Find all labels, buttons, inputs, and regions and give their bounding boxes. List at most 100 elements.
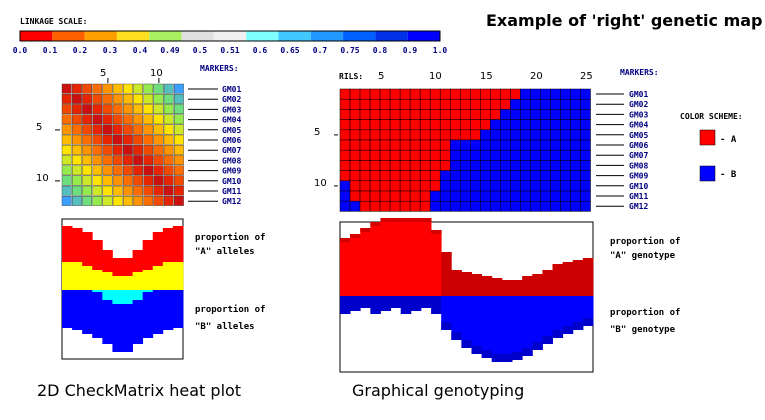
heat-cell-1-5 — [112, 93, 123, 104]
right-b-bar-5 — [390, 296, 402, 308]
ril-tick-15: 15 — [480, 71, 493, 82]
geno-cell-0-6 — [399, 88, 411, 100]
left-yellow-bar-6 — [122, 276, 133, 290]
geno-cell-3-7 — [409, 119, 421, 131]
geno-cell-6-2 — [359, 149, 371, 161]
geno-cell-11-4 — [379, 200, 391, 212]
right-b-edge-24 — [582, 318, 594, 326]
heat-cell-3-9 — [153, 114, 164, 125]
scale-swatch-9 — [310, 31, 344, 41]
heat-cell-9-4 — [102, 175, 113, 186]
heat-cell-3-2 — [82, 114, 93, 125]
geno-cell-7-4 — [379, 160, 391, 171]
geno-cell-9-5 — [389, 180, 401, 192]
heat-cell-10-7 — [133, 185, 143, 196]
heat-cell-11-11 — [173, 195, 184, 206]
heat-cell-7-2 — [82, 155, 93, 165]
geno-cell-10-18 — [520, 190, 531, 202]
geno-cell-11-3 — [369, 200, 381, 212]
heat-cell-1-4 — [102, 93, 113, 104]
right-a-edge-3 — [370, 222, 381, 226]
geno-cell-11-2 — [359, 200, 371, 212]
geno-cell-2-22 — [560, 109, 571, 120]
heat-cell-6-6 — [122, 144, 133, 155]
right-a-bar-8 — [420, 218, 432, 296]
scale-tick-2: 0.2 — [73, 46, 88, 55]
geno-cell-7-12 — [459, 160, 471, 171]
geno-cell-5-6 — [399, 139, 411, 151]
geno-cell-5-23 — [570, 139, 581, 151]
geno-cell-10-15 — [490, 190, 501, 202]
left-red-bar-1 — [72, 228, 83, 262]
geno-cell-9-3 — [369, 180, 381, 192]
right-b-bar-20 — [542, 296, 553, 344]
left-blue-bar-10 — [162, 290, 174, 330]
geno-cell-6-9 — [429, 149, 441, 161]
scale-tick-14: 1.0 — [433, 46, 448, 55]
geno-cell-7-19 — [530, 160, 541, 171]
right-b-edge-11 — [451, 332, 462, 340]
heat-cell-3-4 — [102, 114, 113, 125]
right-b-bar-23 — [572, 296, 584, 330]
geno-cell-4-20 — [540, 129, 551, 141]
heatmap-col-tick-10: 10 — [150, 68, 163, 79]
heatmap-row-tick-10: 10 — [36, 173, 49, 184]
heat-cell-9-5 — [112, 175, 123, 186]
geno-cell-7-20 — [540, 160, 551, 171]
heat-cell-9-8 — [143, 175, 154, 186]
geno-cell-8-24 — [580, 170, 591, 182]
legend-swatch-a — [699, 129, 716, 146]
geno-cell-5-14 — [480, 139, 491, 151]
legend-label-a: - A — [720, 135, 737, 145]
geno-cell-5-13 — [470, 139, 481, 151]
geno-cell-5-19 — [530, 139, 541, 151]
geno-cell-6-22 — [560, 149, 571, 161]
geno-marker-label-4: GM05 — [629, 131, 648, 140]
heat-cell-3-11 — [173, 114, 184, 125]
right-a-bar-10 — [441, 252, 452, 296]
heat-cell-0-11 — [173, 83, 184, 94]
scale-tick-8: 0.6 — [253, 46, 268, 55]
right-b-bar-12 — [461, 296, 472, 348]
geno-cell-9-2 — [359, 180, 371, 192]
geno-cell-0-13 — [470, 88, 481, 100]
geno-cell-1-14 — [480, 98, 491, 110]
geno-cell-11-21 — [550, 200, 561, 212]
geno-cell-3-11 — [449, 119, 461, 131]
heat-cell-4-11 — [173, 124, 184, 135]
left-yellow-bar-1 — [72, 262, 83, 290]
geno-cell-0-11 — [449, 88, 461, 100]
legend-label-b: - B — [720, 170, 737, 180]
geno-cell-5-9 — [429, 139, 441, 151]
geno-cell-3-4 — [379, 119, 391, 131]
geno-marker-label-0: GM01 — [629, 90, 648, 99]
geno-marker-label-10: GM11 — [629, 192, 648, 201]
geno-cell-11-0 — [339, 200, 351, 212]
right-a-bar-16 — [501, 280, 513, 296]
geno-cell-3-22 — [560, 119, 571, 131]
geno-cell-4-17 — [510, 129, 521, 141]
geno-cell-1-17 — [510, 98, 521, 110]
heat-cell-11-1 — [71, 195, 82, 206]
caption-genotyping: Graphical genotyping — [352, 381, 524, 400]
heat-cell-3-0 — [61, 114, 72, 125]
right-a-edge-1 — [350, 234, 361, 238]
geno-cell-5-8 — [419, 139, 431, 151]
left-red-bar-10 — [162, 228, 174, 262]
heat-cell-10-0 — [61, 185, 72, 196]
scale-swatch-10 — [343, 31, 376, 41]
geno-cell-3-19 — [530, 119, 541, 131]
geno-cell-6-19 — [530, 149, 541, 161]
heat-marker-label-4: GM05 — [222, 126, 241, 135]
geno-cell-4-24 — [580, 129, 591, 141]
geno-cell-1-4 — [379, 98, 391, 110]
left-cyan-bar-3 — [92, 290, 103, 292]
heat-cell-2-3 — [92, 104, 103, 115]
heat-cell-6-11 — [173, 144, 184, 155]
geno-cell-2-0 — [339, 109, 351, 120]
heat-cell-7-9 — [153, 155, 164, 165]
right-a-edge-5 — [390, 218, 402, 222]
heat-cell-4-3 — [92, 124, 103, 135]
heat-cell-4-9 — [153, 124, 164, 135]
geno-cell-7-22 — [560, 160, 571, 171]
